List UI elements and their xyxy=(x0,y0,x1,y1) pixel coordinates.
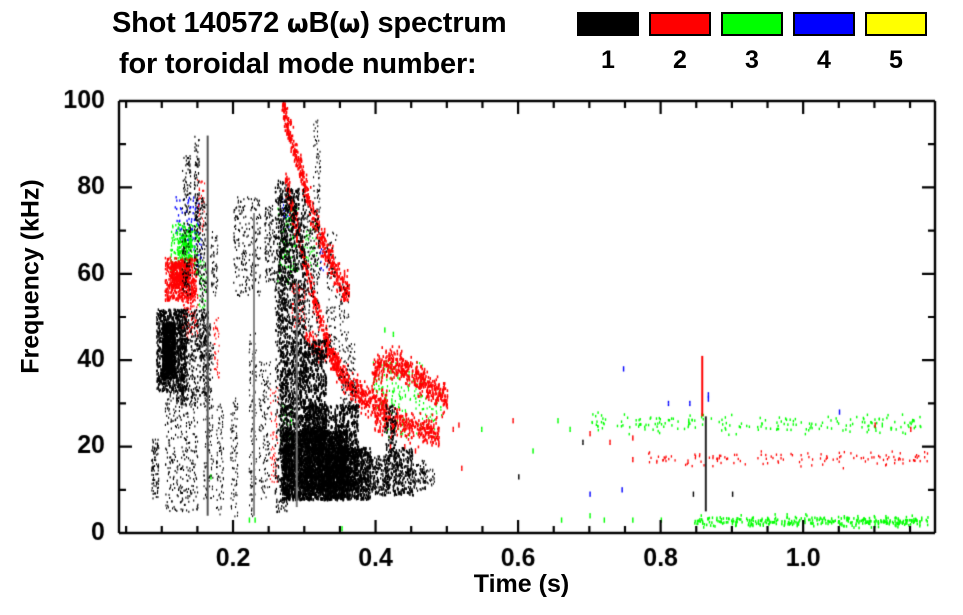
y-axis-title: Frequency (kHz) xyxy=(16,179,45,374)
x-axis-title-text: Time (s) xyxy=(473,570,570,598)
x-axis-title: Time (s) xyxy=(0,570,963,599)
